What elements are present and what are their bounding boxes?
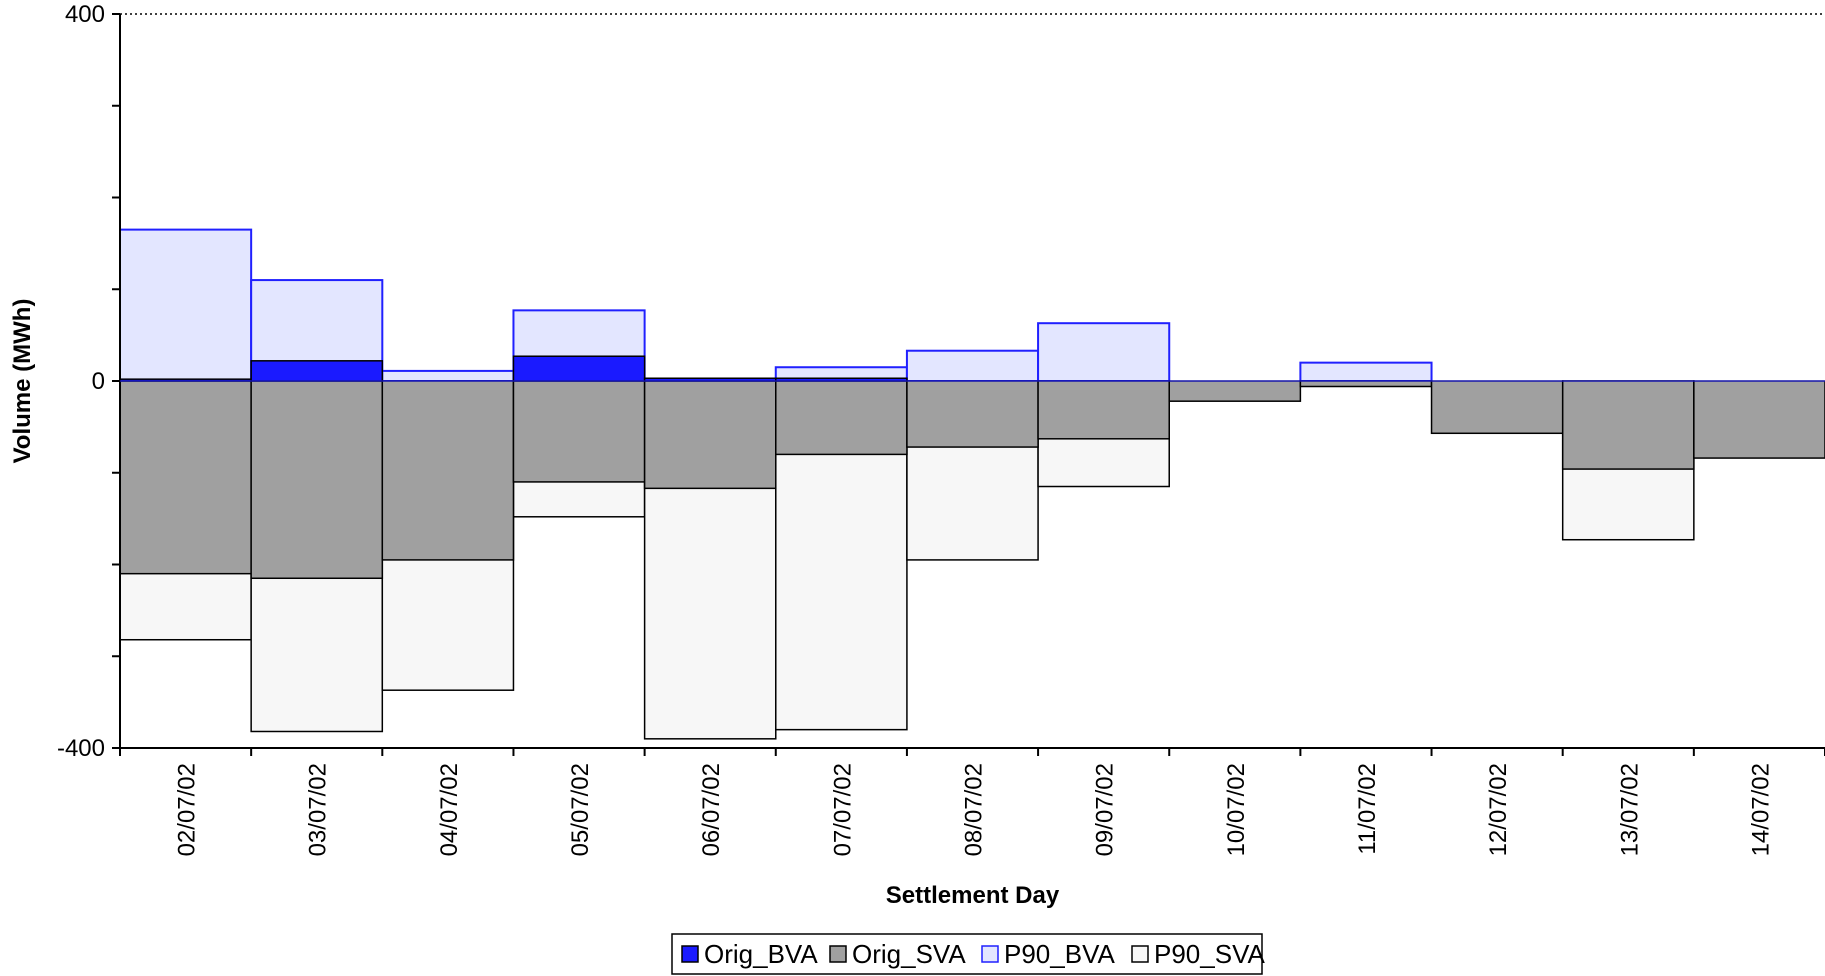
bar-orig-sva xyxy=(381,380,515,561)
bar-orig-sva xyxy=(250,380,384,580)
bar-orig-sva xyxy=(1037,380,1170,440)
bar-p90-bva xyxy=(1299,361,1433,382)
legend-swatch-orig-sva xyxy=(829,945,847,963)
bar-orig-sva xyxy=(512,380,646,483)
bar-p90-bva xyxy=(1037,322,1171,383)
bar-p90-bva xyxy=(381,369,515,383)
legend-swatch-p90-bva xyxy=(981,945,999,963)
x-tick-label: 04/07/02 xyxy=(436,763,463,856)
x-tick-label: 11/07/02 xyxy=(1354,763,1381,855)
y-ticks: 400 0 -400 xyxy=(57,1,120,762)
x-tick-label: 13/07/02 xyxy=(1616,763,1643,856)
bar-orig-sva xyxy=(119,380,252,575)
y-tick-label: 400 xyxy=(65,1,105,28)
x-axis-title: Settlement Day xyxy=(886,882,1060,909)
y-tick-label: 0 xyxy=(92,368,105,395)
plot-bars xyxy=(119,228,1825,740)
x-tick-label: 03/07/02 xyxy=(305,763,332,856)
legend-swatch-orig-bva xyxy=(681,945,699,963)
legend-box xyxy=(671,933,1263,975)
bar-orig-sva xyxy=(1561,380,1695,470)
x-tick-label: 08/07/02 xyxy=(961,763,988,856)
legend-label-p90-bva: P90_BVA xyxy=(1004,939,1115,969)
bar-orig-sva xyxy=(643,380,777,490)
x-tick-label: 09/07/02 xyxy=(1092,763,1119,856)
legend: Orig_BVA Orig_SVA P90_BVA P90_SVA xyxy=(671,933,1265,975)
legend-label-orig-sva: Orig_SVA xyxy=(852,939,966,969)
y-tick-label: -400 xyxy=(57,735,105,762)
legend-label-orig-bva: Orig_BVA xyxy=(704,939,818,969)
bar-orig-sva xyxy=(1168,380,1302,402)
bar-p90-bva xyxy=(119,228,253,382)
bar-p90-bva xyxy=(905,349,1040,383)
y-axis-title: Volume (MWh) xyxy=(9,299,36,464)
legend-swatch-p90-sva xyxy=(1131,945,1149,963)
bar-orig-bva xyxy=(250,360,384,382)
legend-label-p90-sva: P90_SVA xyxy=(1154,939,1265,969)
bar-orig-sva xyxy=(906,380,1039,448)
x-tick-label: 12/07/02 xyxy=(1485,763,1512,856)
bar-orig-sva xyxy=(1299,380,1433,388)
x-tick-label: 05/07/02 xyxy=(567,763,594,856)
bar-orig-sva xyxy=(1693,380,1825,459)
x-ticks: 02/07/02 03/07/02 04/07/02 05/07/02 06/07/02… xyxy=(119,748,1825,856)
bar-orig-sva xyxy=(1430,380,1564,435)
x-tick-label: 02/07/02 xyxy=(174,763,201,856)
bar-orig-bva xyxy=(512,355,646,382)
x-tick-label: 14/07/02 xyxy=(1747,763,1774,856)
x-tick-label: 07/07/02 xyxy=(829,763,856,856)
x-tick-label: 10/07/02 xyxy=(1223,763,1250,856)
x-tick-label: 06/07/02 xyxy=(698,763,725,856)
bar-orig-sva xyxy=(775,380,908,456)
